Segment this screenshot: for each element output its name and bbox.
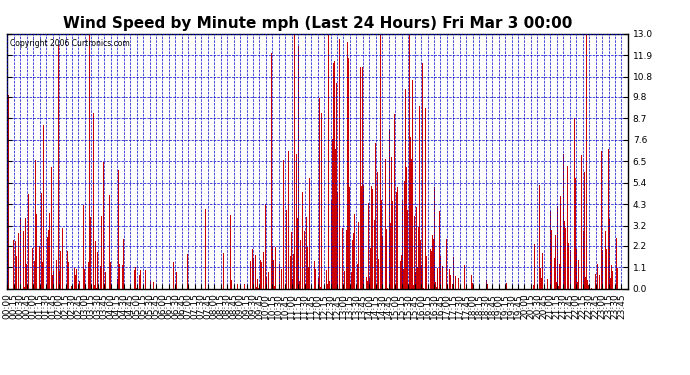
Title: Wind Speed by Minute mph (Last 24 Hours) Fri Mar 3 00:00: Wind Speed by Minute mph (Last 24 Hours)…	[63, 16, 572, 31]
Text: Copyright 2006 Curtronics.com: Copyright 2006 Curtronics.com	[10, 39, 130, 48]
